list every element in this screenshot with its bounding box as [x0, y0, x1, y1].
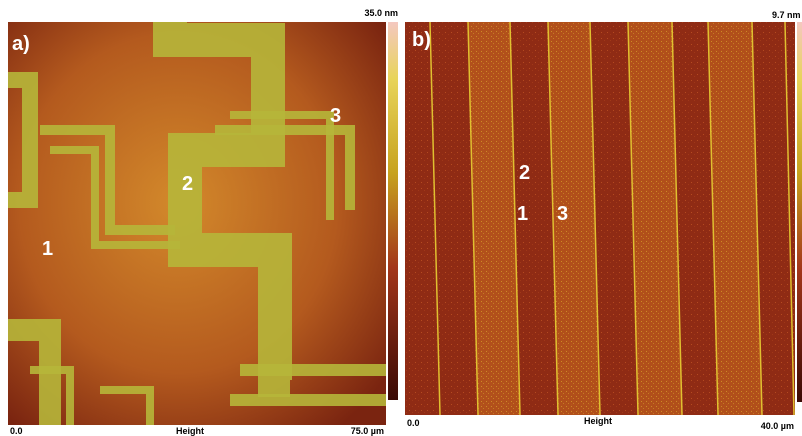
axis-end: 75.0 µm — [351, 426, 384, 436]
axis-start: 0.0 — [10, 426, 23, 436]
panel-b: b) 2 1 3 9.7 nm 0.0 Height 40.0 µm — [405, 10, 802, 431]
colorbar — [388, 22, 398, 400]
axis-end: 40.0 µm — [761, 421, 794, 431]
colorbar — [797, 22, 802, 402]
scale-max: 35.0 nm — [364, 8, 398, 18]
region-label: 2 — [182, 173, 193, 195]
panel-label: b) — [412, 29, 431, 51]
afm-figure: a) 1 2 3 35.0 nm 0.0 Height 75.0 µm b) 2… — [0, 0, 802, 436]
axis-start: 0.0 — [407, 418, 420, 428]
panel-label: a) — [12, 33, 30, 55]
region-label: 3 — [330, 105, 341, 127]
axis-title: Height — [584, 416, 612, 426]
region-label: 1 — [42, 238, 53, 260]
region-label: 3 — [557, 203, 568, 225]
region-label: 1 — [517, 203, 528, 225]
figure: a) 1 2 3 35.0 nm 0.0 Height 75.0 µm b) 2… — [0, 0, 802, 436]
scale-max: 9.7 nm — [772, 10, 801, 20]
axis-title: Height — [176, 426, 204, 436]
panel-a: a) 1 2 3 35.0 nm 0.0 Height 75.0 µm — [8, 8, 398, 436]
region-label: 2 — [519, 162, 530, 184]
